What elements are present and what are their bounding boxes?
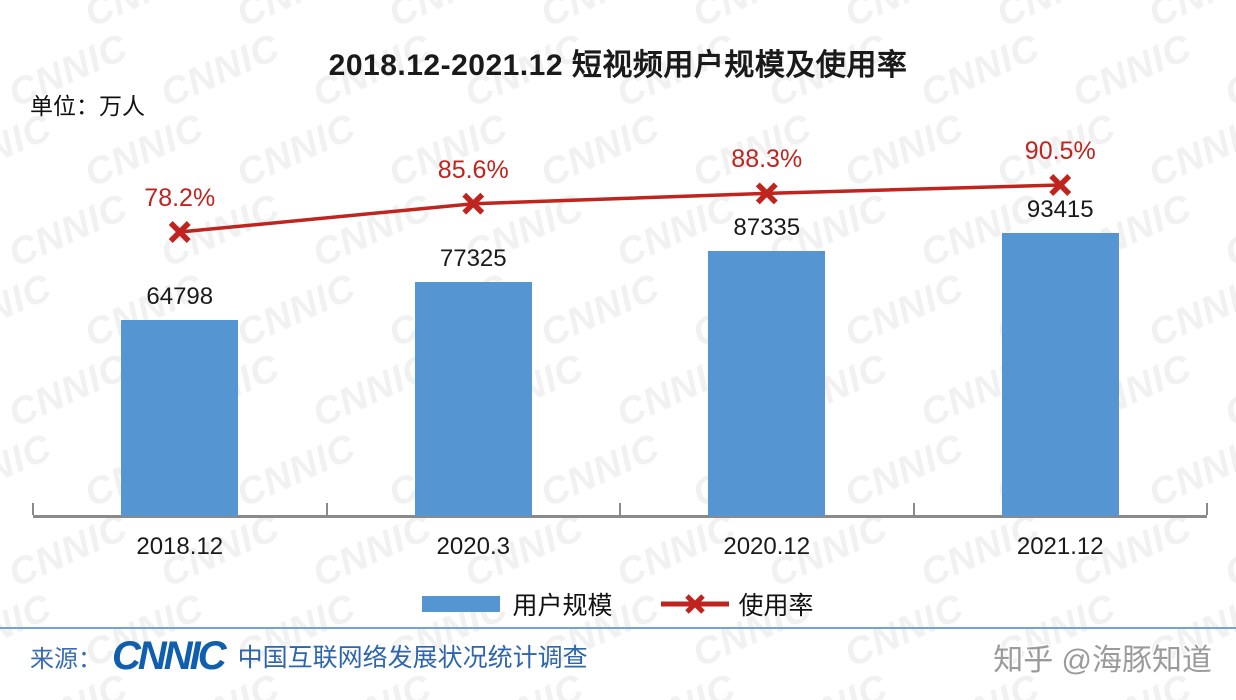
x-axis-label: 2020.12 xyxy=(723,533,811,560)
source-name: 中国互联网络发展状况统计调查 xyxy=(237,644,588,672)
legend: 用户规模 使用率 xyxy=(0,586,1236,622)
unit-label: 单位：万人 xyxy=(30,93,145,119)
usage-rate-label: 90.5% xyxy=(1024,136,1096,165)
bar-2020.3 xyxy=(414,282,532,516)
usage-rate-label: 78.2% xyxy=(144,183,216,212)
legend-bar-label: 用户规模 xyxy=(512,592,613,620)
chart-title: 2018.12-2021.12 短视频用户规模及使用率 xyxy=(328,49,908,82)
legend-line-x-marker-swatch xyxy=(660,594,729,614)
x-axis-tick xyxy=(912,503,915,515)
footer-divider-line xyxy=(0,627,1236,629)
bar-value-label: 64798 xyxy=(146,283,214,310)
line-x-marker xyxy=(755,182,778,205)
bar-value-label: 87335 xyxy=(733,214,801,241)
usage-rate-label: 85.6% xyxy=(437,155,509,184)
line-x-marker xyxy=(168,221,191,243)
x-axis-label: 2021.12 xyxy=(1016,533,1104,560)
x-axis-label: 2020.3 xyxy=(436,533,510,560)
bar-value-label: 93415 xyxy=(1026,196,1094,223)
line-x-marker xyxy=(168,221,191,243)
line-x-marker xyxy=(462,192,485,215)
line-x-marker xyxy=(1049,174,1072,196)
legend-line-label: 使用率 xyxy=(738,592,814,620)
x-axis-tick xyxy=(619,503,621,515)
x-axis-tick xyxy=(32,503,34,515)
source-label: 来源： xyxy=(30,645,102,673)
cnnic-logo: CNNIC xyxy=(112,634,227,678)
bar-2018.12 xyxy=(121,320,239,516)
x-axis-label: 2018.12 xyxy=(136,533,224,560)
line-x-marker xyxy=(462,192,485,215)
source-footer: 来源： CNNIC 中国互联网络发展状况统计调查 xyxy=(30,636,588,676)
bar-2020.12 xyxy=(708,251,826,516)
x-axis-tick xyxy=(325,503,328,515)
x-axis-tick xyxy=(1206,503,1208,515)
legend-bar-swatch xyxy=(422,596,501,612)
line-x-marker xyxy=(1049,174,1072,196)
x-axis-line xyxy=(33,515,1207,518)
usage-rate-label: 88.3% xyxy=(731,145,803,174)
zhihu-watermark: 知乎 @海豚知道 xyxy=(993,644,1212,677)
bar-value-label: 77325 xyxy=(439,245,507,272)
bar-2021.12 xyxy=(1001,233,1119,516)
line-x-marker xyxy=(755,182,778,205)
